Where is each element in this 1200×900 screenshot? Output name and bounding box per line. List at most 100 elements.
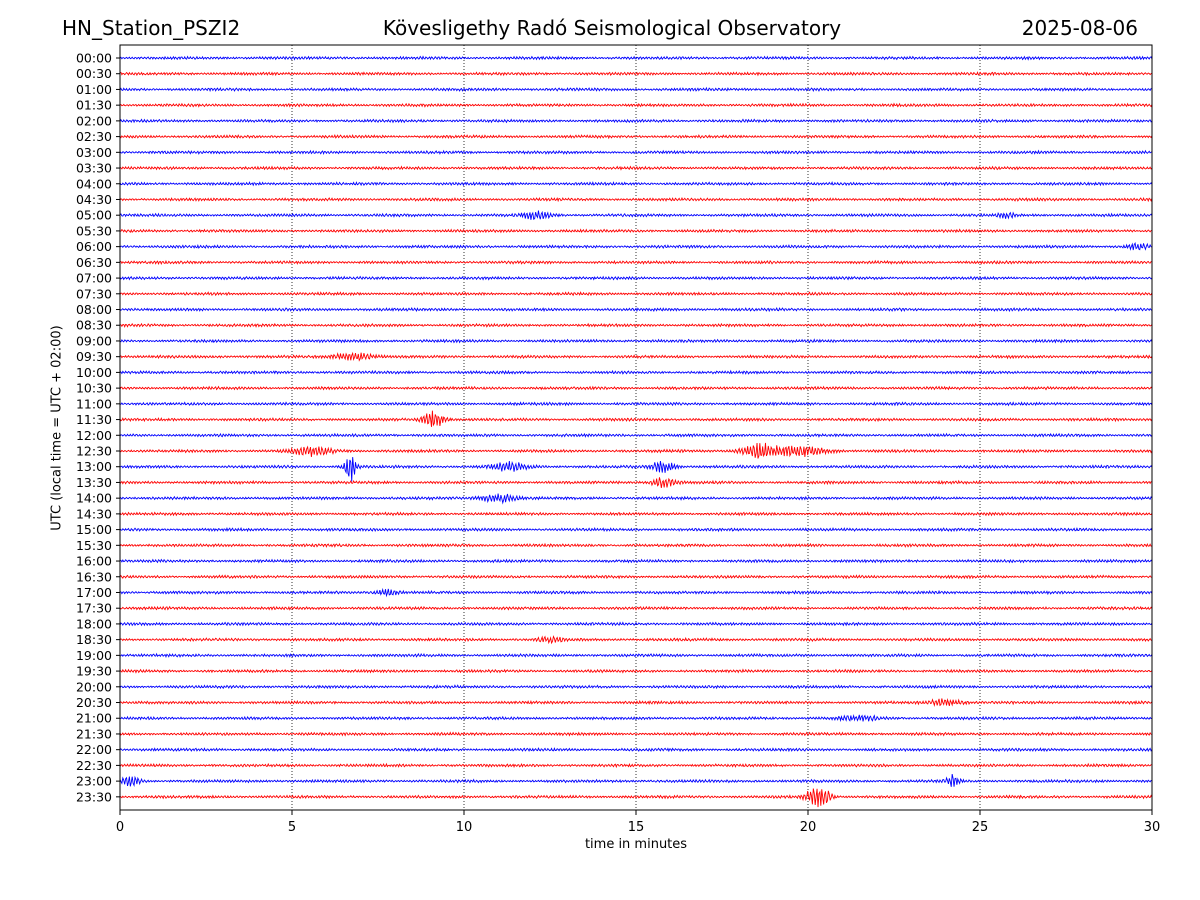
y-tick-label: 14:00: [76, 491, 112, 506]
trace-0900: [119, 338, 1153, 344]
trace-0930: [119, 351, 1153, 362]
trace-1030: [119, 385, 1153, 391]
trace-1530: [119, 542, 1153, 548]
x-tick-label: 5: [288, 820, 296, 835]
trace-1730: [119, 605, 1153, 611]
y-tick-label: 19:00: [76, 648, 112, 663]
y-tick-label: 16:00: [76, 554, 112, 569]
y-tick-label: 03:00: [76, 145, 112, 160]
y-tick-label: 09:00: [76, 333, 112, 348]
x-tick-label: 10: [456, 820, 473, 835]
y-tick-label: 09:30: [76, 349, 112, 364]
y-tick-label: 02:30: [76, 129, 112, 144]
observatory-title: Kövesligethy Radó Seismological Observat…: [382, 16, 842, 40]
trace-0330: [119, 165, 1153, 171]
y-tick-label: 22:00: [76, 742, 112, 757]
trace-1830: [119, 635, 1153, 645]
trace-1330: [119, 477, 1153, 488]
y-tick-label: 10:00: [76, 365, 112, 380]
trace-0000: [119, 55, 1153, 61]
station-title: HN_Station_PSZI2: [62, 16, 241, 40]
y-tick-label: 19:30: [76, 664, 112, 679]
y-tick-label: 18:00: [76, 616, 112, 631]
y-tick-label: 17:30: [76, 601, 112, 616]
y-tick-label: 07:00: [76, 271, 112, 286]
y-tick-label: 05:30: [76, 223, 112, 238]
y-tick-label: 21:30: [76, 726, 112, 741]
trace-0500: [119, 210, 1153, 220]
y-tick-label: 11:00: [76, 396, 112, 411]
x-tick-label: 30: [1144, 820, 1161, 835]
trace-0530: [119, 228, 1153, 234]
y-tick-label: 10:30: [76, 381, 112, 396]
trace-0400: [119, 181, 1153, 187]
y-tick-label: 08:30: [76, 318, 112, 333]
trace-1600: [119, 558, 1153, 564]
y-tick-label: 15:30: [76, 538, 112, 553]
x-axis-label: time in minutes: [584, 837, 688, 852]
y-tick-label: 12:00: [76, 428, 112, 443]
y-axis-label: UTC (local time = UTC + 02:00): [49, 325, 65, 531]
trace-0600: [119, 241, 1153, 251]
y-tick-label: 04:30: [76, 192, 112, 207]
trace-1000: [119, 369, 1153, 375]
trace-1630: [119, 574, 1153, 580]
y-tick-label: 06:00: [76, 239, 112, 254]
x-tick-label: 15: [628, 820, 645, 835]
x-tick-label: 20: [800, 820, 817, 835]
trace-1800: [119, 621, 1153, 627]
trace-0100: [119, 86, 1153, 92]
trace-0830: [119, 322, 1153, 328]
y-tick-label: 02:00: [76, 113, 112, 128]
trace-2230: [119, 762, 1153, 769]
trace-2000: [119, 684, 1153, 690]
trace-2330: [119, 788, 1153, 808]
trace-2200: [119, 747, 1153, 753]
trace-2130: [119, 731, 1153, 737]
trace-0700: [119, 275, 1153, 281]
y-tick-label: 18:30: [76, 632, 112, 647]
y-tick-label: 22:30: [76, 758, 112, 773]
y-tick-label: 11:30: [76, 412, 112, 427]
y-tick-label: 06:30: [76, 255, 112, 270]
y-tick-label: 08:00: [76, 302, 112, 317]
trace-0730: [119, 291, 1153, 297]
trace-0300: [119, 149, 1153, 156]
trace-1300: [119, 457, 1153, 482]
trace-1700: [119, 587, 1153, 598]
trace-0230: [119, 134, 1153, 140]
y-tick-label: 00:30: [76, 66, 112, 81]
trace-1400: [119, 493, 1153, 505]
trace-2300: [119, 773, 1153, 788]
trace-0030: [119, 71, 1153, 77]
y-tick-label: 01:00: [76, 82, 112, 97]
y-tick-label: 05:00: [76, 208, 112, 223]
y-tick-label: 13:30: [76, 475, 112, 490]
x-tick-label: 0: [116, 820, 124, 835]
y-tick-label: 03:30: [76, 161, 112, 176]
trace-1500: [119, 526, 1153, 533]
y-tick-label: 20:00: [76, 679, 112, 694]
trace-0630: [119, 259, 1153, 266]
trace-1100: [119, 401, 1153, 407]
trace-2030: [119, 697, 1153, 708]
y-tick-label: 00:00: [76, 51, 112, 66]
y-tick-label: 21:00: [76, 711, 112, 726]
y-tick-label: 23:30: [76, 789, 112, 804]
y-tick-label: 01:30: [76, 98, 112, 113]
y-tick-label: 04:00: [76, 176, 112, 191]
trace-0800: [119, 307, 1153, 313]
y-tick-label: 16:30: [76, 569, 112, 584]
trace-1900: [119, 652, 1153, 659]
trace-0430: [119, 196, 1153, 203]
trace-0200: [119, 118, 1153, 124]
trace-1930: [119, 668, 1153, 674]
y-tick-label: 14:30: [76, 506, 112, 521]
y-tick-label: 15:00: [76, 522, 112, 537]
trace-2100: [119, 714, 1153, 723]
trace-0130: [119, 102, 1153, 108]
trace-1430: [119, 511, 1153, 517]
trace-1230: [119, 442, 1153, 459]
trace-1130: [119, 410, 1153, 427]
